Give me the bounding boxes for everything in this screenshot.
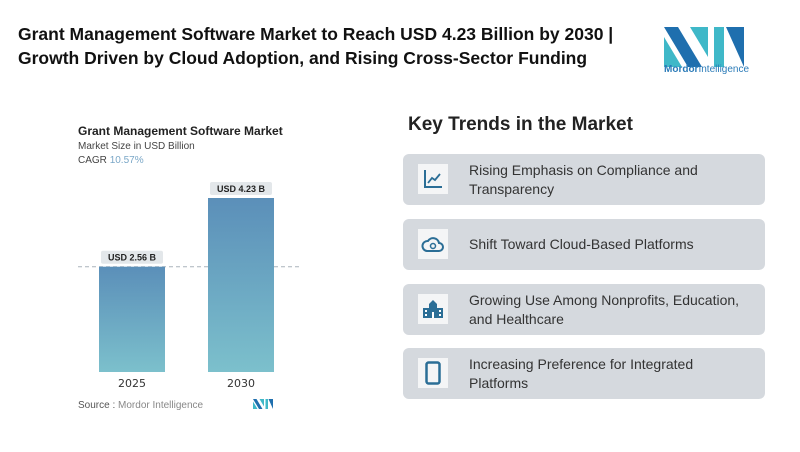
- trend-label: Growing Use Among Nonprofits, Education,…: [469, 291, 740, 327]
- school-building-icon: [418, 294, 448, 324]
- bar-2025: [99, 266, 165, 372]
- trend-label: Shift Toward Cloud-Based Platforms: [469, 236, 694, 252]
- trends-heading: Key Trends in the Market: [408, 114, 633, 135]
- chart-subtitle: Market Size in USD Billion: [78, 141, 195, 152]
- mordor-logo: [664, 27, 744, 67]
- data-label-bg: [101, 250, 163, 264]
- source-logo: [253, 399, 273, 409]
- page-title: Grant Management Software Market to Reac…: [18, 24, 614, 68]
- trend-card: Rising Emphasis on Compliance and Transp…: [403, 154, 765, 205]
- trend-label: Increasing Preference for Integrated Pla…: [469, 355, 694, 391]
- trend-card: Increasing Preference for Integrated Pla…: [403, 348, 765, 399]
- source: Source : Mordor Intelligence: [78, 400, 204, 411]
- trend-label: Rising Emphasis on Compliance and Transp…: [469, 161, 698, 197]
- chart-title: Grant Management Software Market: [78, 124, 283, 138]
- data-label-bg: [210, 182, 272, 195]
- x-tick-label: 2030: [227, 377, 255, 390]
- trend-card: Shift Toward Cloud-Based Platforms: [403, 219, 765, 270]
- data-label: USD 4.23 B: [217, 184, 266, 194]
- trend-card: Growing Use Among Nonprofits, Education,…: [403, 284, 765, 335]
- x-tick-label: 2025: [118, 377, 146, 390]
- cagr: CAGR 10.57%: [78, 155, 144, 166]
- logo-text: MordorIntelligence: [664, 64, 750, 75]
- line-chart-icon: [418, 164, 448, 194]
- mobile-device-icon: [418, 358, 448, 388]
- bar-2030: [208, 198, 274, 372]
- cloud-sync-icon: [418, 229, 448, 259]
- data-label: USD 2.56 B: [108, 253, 157, 263]
